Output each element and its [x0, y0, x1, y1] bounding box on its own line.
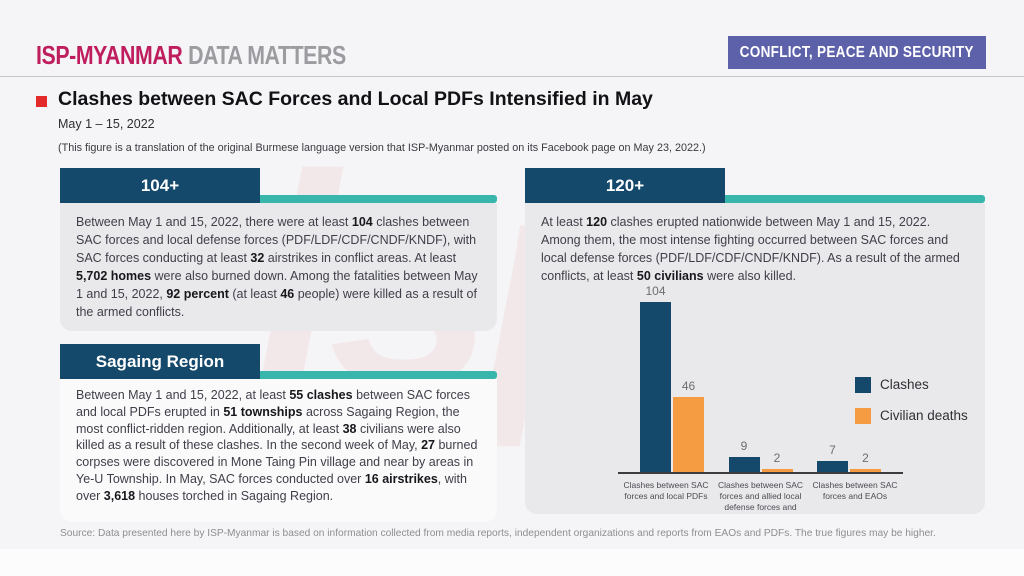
translation-note: (This figure is a translation of the ori… [58, 142, 706, 154]
bar-chart: 104 46 9 2 7 2 [618, 284, 903, 474]
legend-swatch-icon [855, 408, 871, 424]
bar-value-label: 9 [740, 439, 748, 454]
chart-legend: Clashes Civilian deaths [855, 376, 968, 425]
panel-heading-120: 120+ [525, 168, 725, 203]
bar-value-label: 2 [862, 450, 869, 465]
panel-body-120: At least 120 clashes erupted nationwide … [525, 203, 985, 514]
bottom-strip [0, 549, 1024, 576]
legend-label: Civilian deaths [880, 408, 968, 423]
panel-nationwide-120: 120+ At least 120 clashes erupted nation… [525, 168, 985, 514]
category-badge: CONFLICT, PEACE AND SECURITY [728, 36, 986, 69]
logo-primary-text: ISP-MYANMAR [36, 40, 183, 70]
title-bullet-icon [36, 96, 47, 107]
panel-heading-104: 104+ [60, 168, 260, 203]
panel-accent-bar [60, 195, 497, 203]
bar [761, 468, 793, 472]
bar-with-label: 46 [673, 377, 704, 472]
logo-secondary-text: DATA MATTERS [188, 40, 346, 70]
bar-value-label: 104 [645, 284, 666, 298]
legend-label: Clashes [880, 377, 929, 392]
panel-body-104: Between May 1 and 15, 2022, there were a… [60, 203, 497, 331]
panel-heading-104-label: 104+ [140, 175, 180, 195]
date-range: May 1 – 15, 2022 [58, 117, 155, 131]
bar [728, 457, 760, 472]
legend-swatch-icon [855, 377, 871, 393]
bar-chart-categories: Clashes between SAC forces and local PDF… [618, 480, 903, 514]
bar-with-label: 104 [640, 282, 671, 472]
panel-paragraph-120: At least 120 clashes erupted nationwide … [541, 215, 960, 283]
legend-item: Civilian deaths [855, 407, 968, 425]
bar-with-label: 7 [817, 441, 848, 472]
header-divider [0, 76, 1024, 77]
bar-with-label: 9 [728, 437, 760, 472]
source-note: Source: Data presented here by ISP-Myanm… [60, 528, 936, 539]
panel-accent-bar [525, 195, 985, 203]
panel-heading-sagaing: Sagaing Region [60, 344, 260, 379]
bar [640, 302, 671, 472]
bar-value-label: 7 [829, 442, 836, 457]
bar-chart-area: 104 46 9 2 7 2 Clashes between SAC forces and… [525, 284, 985, 514]
bar-with-label: 2 [761, 449, 793, 472]
bar-group: 104 46 [628, 282, 716, 472]
panel-heading-120-label: 120+ [605, 175, 645, 195]
panel-body-sagaing: Between May 1 and 15, 2022, at least 55 … [60, 379, 497, 522]
bar [673, 396, 704, 472]
category-badge-label: CONFLICT, PEACE AND SECURITY [739, 43, 975, 61]
isp-myanmar-logo: ISP-MYANMAR DATA MATTERS [36, 40, 346, 71]
bar-with-label: 2 [850, 449, 881, 472]
category-label: Clashes between SAC forces and local PDF… [623, 480, 709, 502]
panel-accent-bar [60, 371, 497, 379]
panel-clashes-104: 104+ Between May 1 and 15, 2022, there w… [60, 168, 497, 331]
bar-value-label: 46 [681, 378, 696, 393]
bar [817, 460, 848, 472]
category-label: Clashes between SAC forces and allied lo… [717, 480, 804, 514]
panel-sagaing-region: Sagaing Region Between May 1 and 15, 202… [60, 344, 497, 522]
bar [850, 468, 881, 472]
panel-heading-sagaing-label: Sagaing Region [95, 351, 225, 371]
category-label: Clashes between SAC forces and EAOs [812, 480, 898, 502]
bar-value-label: 2 [773, 450, 781, 465]
legend-item: Clashes [855, 376, 968, 394]
page-title: Clashes between SAC Forces and Local PDF… [58, 88, 653, 110]
